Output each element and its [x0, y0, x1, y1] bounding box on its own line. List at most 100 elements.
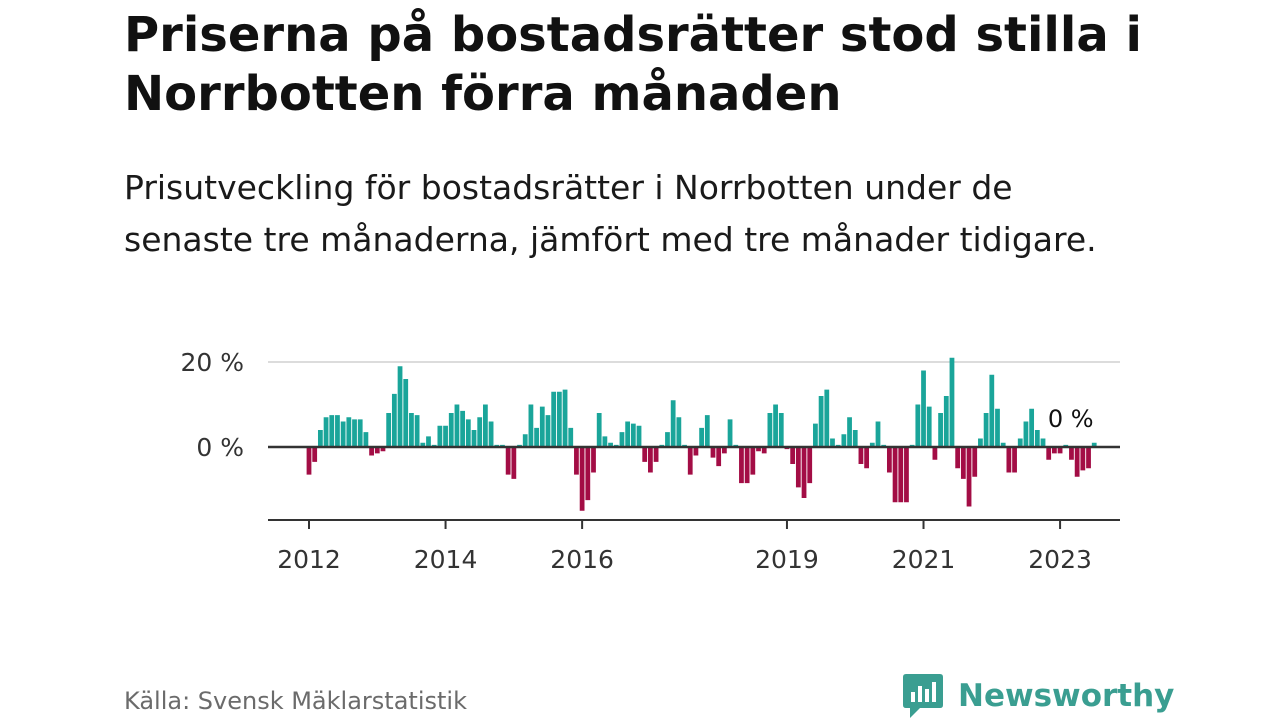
bar	[716, 447, 722, 467]
x-tick-label: 2021	[892, 545, 956, 574]
bar	[522, 434, 528, 447]
bar	[636, 425, 642, 447]
bar	[795, 447, 801, 488]
bar	[704, 415, 710, 447]
bar	[852, 430, 858, 447]
brand-name: Newsworthy	[958, 678, 1175, 714]
bar	[346, 417, 352, 447]
x-tick-label: 2019	[755, 545, 819, 574]
bar	[306, 447, 312, 475]
bar	[357, 419, 363, 447]
bar	[904, 447, 909, 503]
bar	[978, 438, 983, 447]
bar	[403, 379, 409, 447]
chart-subtitle: Prisutveckling för bostadsrätter i Norrb…	[124, 168, 1097, 259]
bar	[596, 413, 602, 447]
bar	[391, 393, 397, 447]
bar	[1040, 438, 1046, 447]
bar	[1091, 442, 1097, 447]
bar	[352, 419, 357, 447]
bar	[710, 447, 716, 458]
bar	[608, 442, 613, 447]
bar	[955, 447, 961, 469]
bar	[995, 408, 1000, 447]
bar	[818, 396, 824, 447]
y-tick-label: 0 %	[196, 433, 244, 462]
bar	[1017, 438, 1023, 447]
bar	[448, 413, 454, 447]
bar	[397, 366, 403, 447]
bar	[767, 413, 773, 447]
bar	[830, 438, 835, 447]
bar	[693, 447, 699, 456]
bar	[699, 427, 704, 447]
bar	[483, 404, 488, 447]
bar	[801, 447, 807, 498]
bar	[1046, 447, 1052, 460]
bar	[1000, 442, 1006, 447]
bar	[340, 421, 346, 447]
bar	[642, 447, 648, 462]
bar	[960, 447, 966, 479]
source-note: Källa: Svensk Mäklarstatistik	[124, 687, 467, 715]
bar	[665, 432, 670, 447]
bar	[943, 396, 949, 447]
chart-title: Priserna på bostadsrätter stod stilla i …	[124, 7, 1142, 122]
bar	[807, 447, 813, 484]
bar	[898, 447, 904, 503]
bar	[983, 413, 989, 447]
bar	[915, 404, 921, 447]
bar	[972, 447, 978, 477]
bar	[744, 447, 750, 484]
bar	[505, 447, 511, 475]
bar	[949, 357, 955, 447]
bar	[1074, 447, 1080, 477]
bar	[813, 423, 818, 447]
bar	[739, 447, 744, 484]
bar	[471, 430, 477, 447]
bar	[460, 410, 466, 447]
bar	[727, 419, 733, 447]
bar	[1086, 447, 1091, 469]
bars	[306, 357, 1097, 511]
bar	[670, 400, 676, 447]
bar	[773, 404, 778, 447]
bar	[420, 442, 426, 447]
bar	[545, 415, 551, 447]
bar	[369, 447, 374, 456]
bar	[1057, 447, 1063, 454]
bar	[790, 447, 796, 464]
bar	[1069, 447, 1074, 460]
bar	[335, 415, 340, 447]
bar	[841, 434, 847, 447]
bar	[1012, 447, 1017, 473]
bar	[875, 421, 881, 447]
bar	[921, 370, 926, 447]
newsworthy-logo-icon	[903, 674, 943, 718]
bar	[409, 413, 414, 447]
brand[interactable]: Newsworthy	[902, 672, 1174, 720]
bar	[1052, 447, 1057, 454]
bar	[778, 413, 784, 447]
bar	[932, 447, 938, 460]
x-tick-label: 2016	[550, 545, 614, 574]
bar	[562, 389, 568, 447]
bar	[653, 447, 659, 462]
bar	[414, 415, 420, 447]
bar	[847, 417, 852, 447]
y-tick-label: 20 %	[180, 348, 244, 377]
bar	[1006, 447, 1012, 473]
bar	[926, 406, 932, 447]
bar	[312, 447, 318, 462]
bar	[528, 404, 534, 447]
bar	[534, 427, 539, 447]
bar	[824, 389, 830, 447]
bar	[579, 447, 585, 511]
bar	[443, 425, 448, 447]
bar	[511, 447, 517, 479]
bar	[750, 447, 756, 475]
axes: 0 % 20 % 2012 2014 2016 2019 2021 2023 0 %	[180, 348, 1120, 574]
bar	[556, 391, 562, 447]
bar	[591, 447, 596, 473]
